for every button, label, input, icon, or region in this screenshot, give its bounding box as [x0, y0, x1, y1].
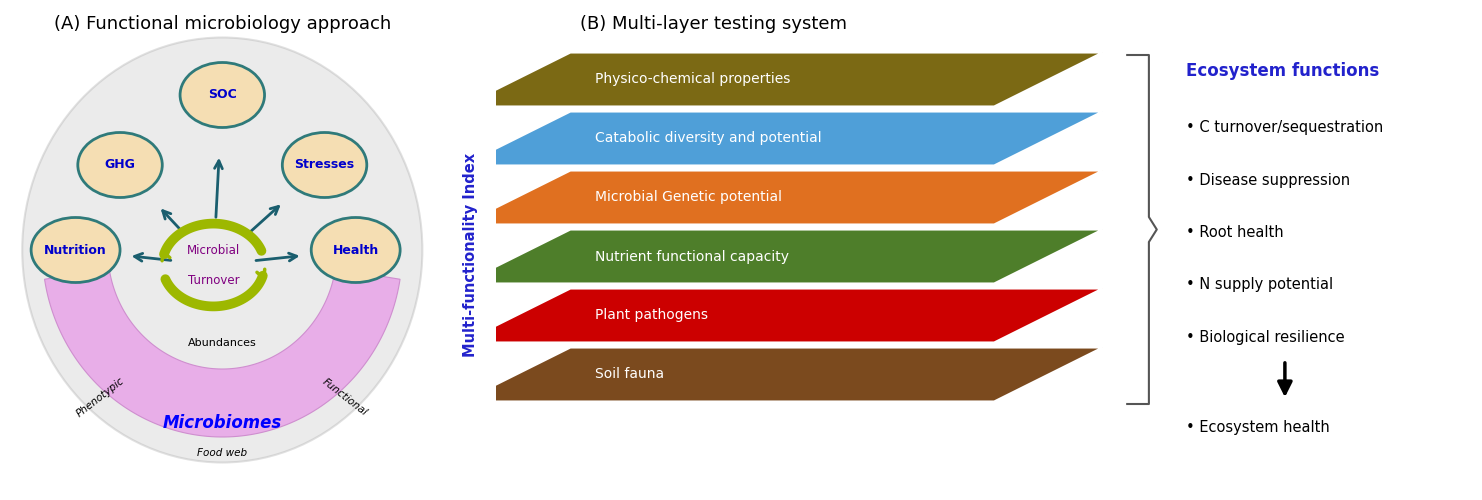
Text: Microbial: Microbial: [187, 244, 240, 256]
Text: Ecosystem functions: Ecosystem functions: [1186, 62, 1380, 80]
Ellipse shape: [311, 218, 400, 282]
Text: • Ecosystem health: • Ecosystem health: [1186, 420, 1329, 435]
Text: (A) Functional microbiology approach: (A) Functional microbiology approach: [53, 15, 391, 33]
Ellipse shape: [282, 132, 366, 198]
Polygon shape: [462, 348, 1103, 402]
Text: Nutrient functional capacity: Nutrient functional capacity: [596, 250, 788, 264]
Text: SOC: SOC: [207, 88, 237, 102]
Polygon shape: [462, 112, 1103, 166]
Text: Physico-chemical properties: Physico-chemical properties: [596, 72, 790, 86]
Text: Turnover: Turnover: [188, 274, 239, 286]
Text: Multi-functionality Index: Multi-functionality Index: [462, 153, 479, 357]
Text: Nutrition: Nutrition: [44, 244, 107, 256]
Text: GHG: GHG: [105, 158, 135, 172]
Text: Plant pathogens: Plant pathogens: [596, 308, 708, 322]
Text: Phenotypic: Phenotypic: [74, 376, 126, 419]
Ellipse shape: [79, 132, 162, 198]
Text: (B) Multi-layer testing system: (B) Multi-layer testing system: [579, 15, 846, 33]
Text: Microbial Genetic potential: Microbial Genetic potential: [596, 190, 782, 204]
Text: • C turnover/sequestration: • C turnover/sequestration: [1186, 120, 1384, 135]
Text: Microbiomes: Microbiomes: [163, 414, 282, 432]
Polygon shape: [44, 268, 400, 437]
Ellipse shape: [22, 38, 422, 463]
Text: Stresses: Stresses: [295, 158, 354, 172]
Text: • N supply potential: • N supply potential: [1186, 278, 1334, 292]
Text: • Disease suppression: • Disease suppression: [1186, 172, 1350, 188]
Polygon shape: [462, 288, 1103, 343]
Text: • Root health: • Root health: [1186, 225, 1283, 240]
Ellipse shape: [179, 62, 265, 128]
Text: Catabolic diversity and potential: Catabolic diversity and potential: [596, 132, 821, 145]
Text: Abundances: Abundances: [188, 338, 256, 347]
Text: Food web: Food web: [197, 448, 247, 458]
Ellipse shape: [31, 218, 120, 282]
Polygon shape: [462, 52, 1103, 106]
Text: Functional: Functional: [320, 377, 369, 418]
Polygon shape: [462, 230, 1103, 283]
Text: Health: Health: [332, 244, 379, 256]
Text: • Biological resilience: • Biological resilience: [1186, 330, 1346, 345]
Polygon shape: [462, 170, 1103, 224]
Text: Soil fauna: Soil fauna: [596, 368, 664, 382]
